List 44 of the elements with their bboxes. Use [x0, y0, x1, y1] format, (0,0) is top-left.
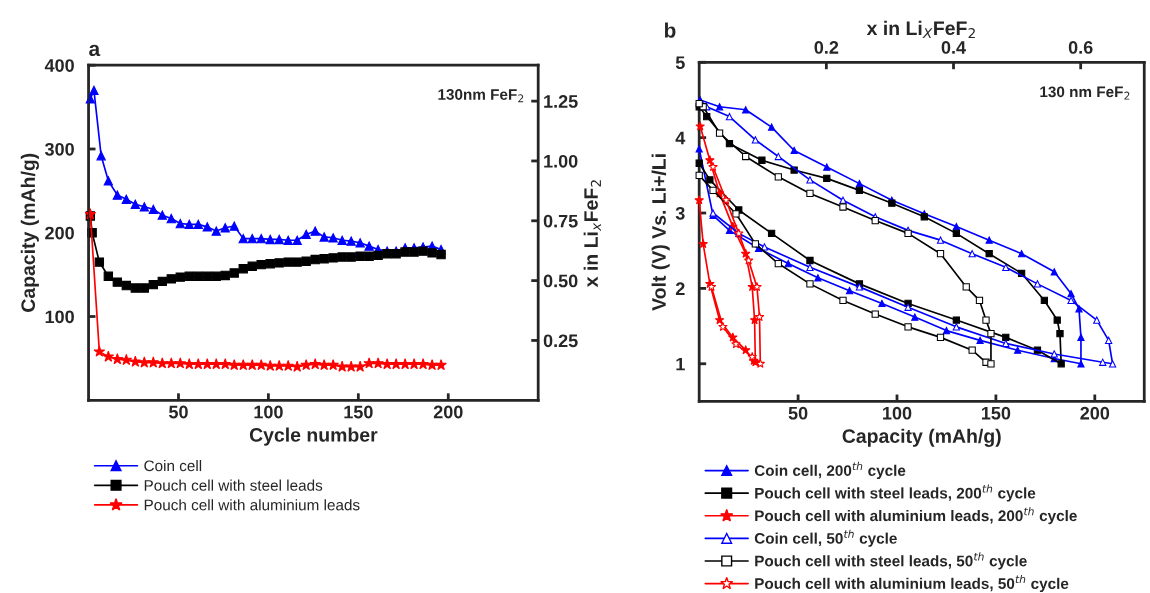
legend-label: Pouch cell with aluminium leads, 50$^{th}$ cycle — [755, 574, 1069, 593]
x2-tick-label: 0.6 — [1068, 41, 1093, 54]
y-tick-label: 100 — [45, 310, 74, 324]
y2-tick-label: 1.00 — [544, 154, 578, 168]
legend-label: Pouch cell with steel leads — [144, 479, 323, 491]
y2-tick-label: 1.25 — [544, 95, 578, 108]
y-axis-title: Capacity (mAh/g) — [20, 153, 39, 312]
y2-tick-label: 0.50 — [543, 274, 578, 288]
chart-title: b — [664, 22, 676, 38]
y2-tick-label: 0.25 — [543, 334, 578, 348]
y-tick-label: 200 — [45, 226, 74, 240]
y-tick-label: 2 — [675, 282, 685, 295]
x-tick-label: 200 — [433, 405, 463, 419]
x-tick-label: 50 — [169, 405, 188, 419]
x-tick-label: 150 — [344, 405, 373, 419]
x2-tick-label: 0.4 — [941, 41, 966, 54]
annotation: 130nm FeF$_{2}$ — [438, 89, 524, 103]
legend-label: Pouch cell with aluminium leads — [144, 499, 360, 511]
legend-label: Coin cell — [144, 459, 202, 472]
legend-label: Pouch cell with steel leads, 200$^{th}$ cycle — [755, 484, 1036, 502]
annotation: 130 nm FeF$_{2}$ — [1040, 86, 1130, 100]
x-tick-label: 150 — [981, 406, 1011, 420]
legend-label: Coin cell, 200$^{th}$ cycle — [754, 461, 906, 479]
x-tick-label: 50 — [788, 406, 808, 420]
legend-label: Pouch cell with aluminium leads, 200$^{th}$ cycle — [755, 507, 1077, 525]
x-tick-label: 100 — [883, 406, 912, 420]
x-tick-label: 200 — [1080, 406, 1110, 420]
x2-axis-title: x in Li$_{X}$FeF$_{2}$ — [866, 20, 975, 39]
x-tick-label: 100 — [254, 405, 283, 419]
y-tick-label: 1 — [676, 357, 685, 371]
y-axis-title: Volt (V) Vs. Li+/Li — [651, 154, 670, 311]
legend-label: Pouch cell with steel leads, 50$^{th}$ cycle — [755, 552, 1027, 570]
y2-axis-title: x in Li$_{x}$FeF$_{2}$ — [583, 180, 601, 288]
y-tick-label: 3 — [675, 206, 685, 220]
chart-title: a — [89, 44, 101, 57]
legend-label: Coin cell, 50$^{th}$ cycle — [754, 529, 897, 547]
x-axis-title: Cycle number — [249, 427, 378, 446]
y-tick-label: 4 — [675, 131, 686, 145]
y2-tick-label: 0.75 — [543, 214, 578, 228]
x-axis-title: Capacity (mAh/g) — [842, 428, 1001, 447]
y-tick-label: 300 — [44, 142, 74, 156]
x2-tick-label: 0.2 — [814, 41, 839, 54]
y-tick-label: 5 — [675, 56, 685, 69]
y-tick-label: 400 — [44, 59, 74, 72]
